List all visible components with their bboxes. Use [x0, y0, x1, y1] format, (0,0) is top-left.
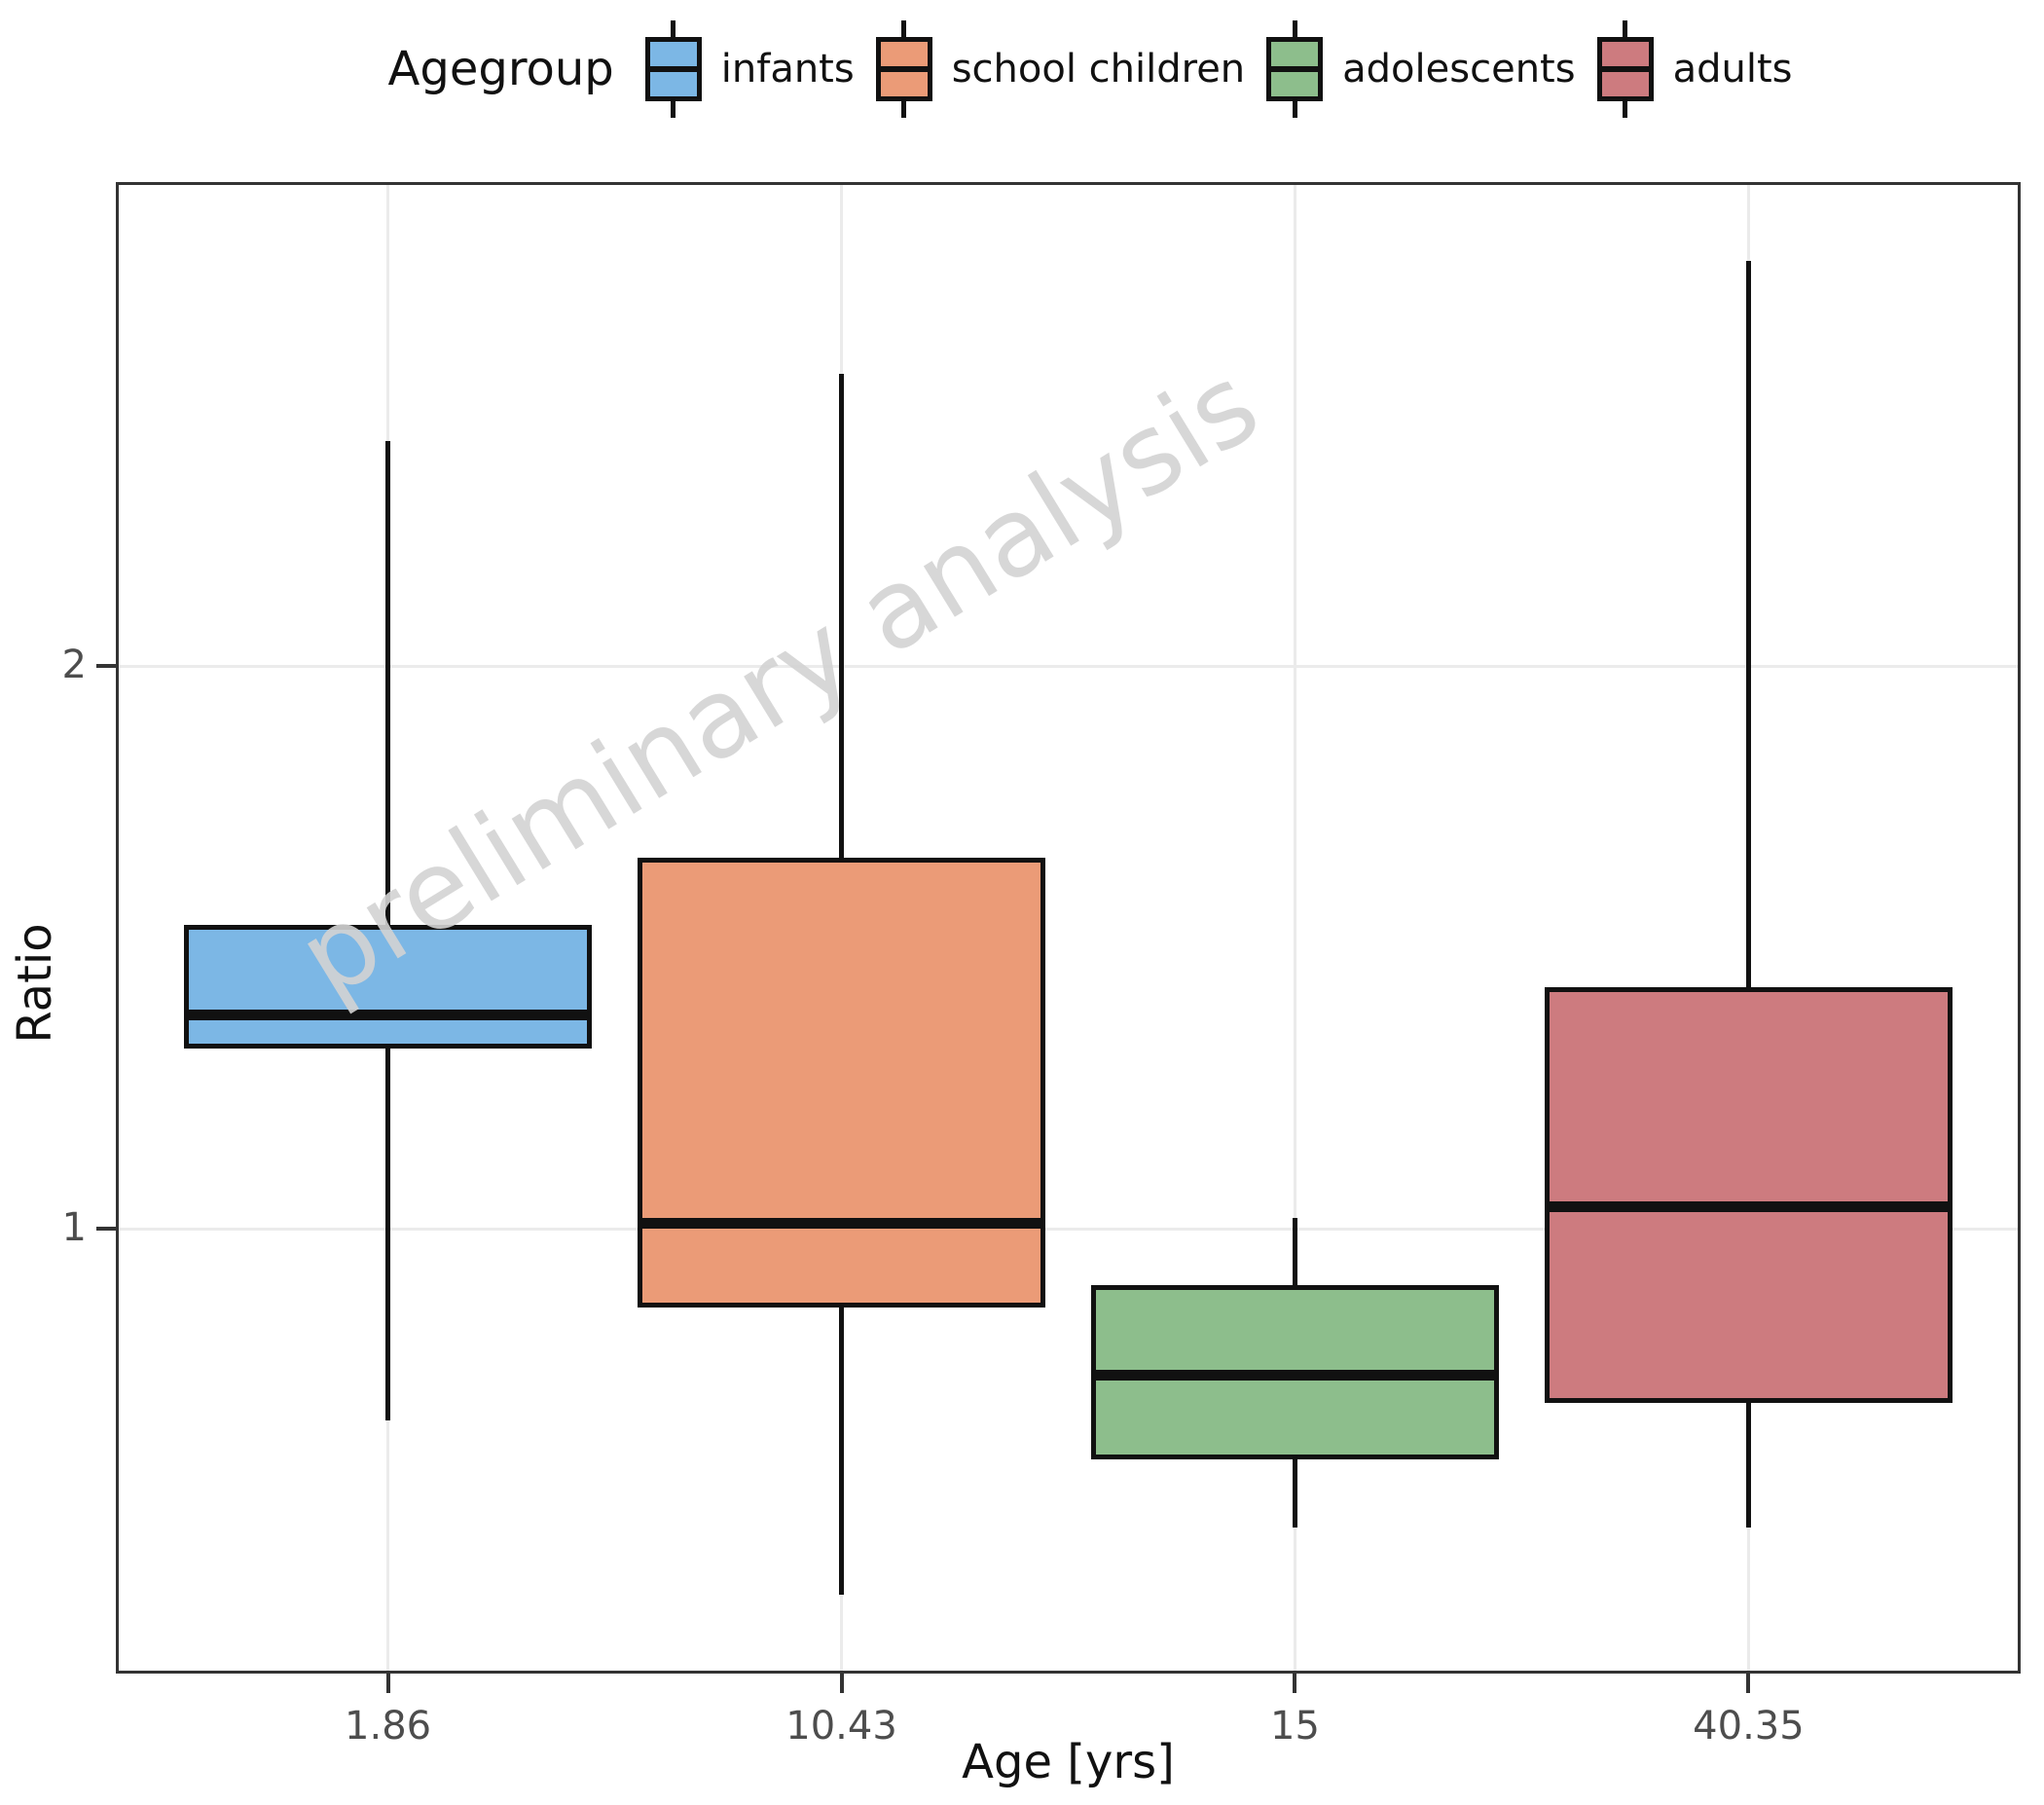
legend-key-boxplot-icon: [644, 20, 702, 118]
y-tick-label: 2: [61, 643, 87, 688]
x-gridline: [1293, 182, 1296, 1674]
boxplot-box: [1544, 986, 1953, 1404]
legend-key-boxplot-icon: [1266, 20, 1324, 118]
boxplot-median: [1544, 1200, 1953, 1212]
boxplot-median: [183, 1010, 593, 1021]
boxplot-median: [1090, 1370, 1500, 1381]
boxplot-median: [637, 1218, 1046, 1229]
legend-item-label: infants: [720, 47, 855, 92]
x-axis-title: Age [yrs]: [962, 1735, 1175, 1789]
x-tick-mark: [1293, 1674, 1297, 1693]
y-tick-mark: [96, 664, 116, 669]
legend-item-label: adults: [1672, 47, 1793, 92]
x-tick-label: 40.35: [1693, 1704, 1805, 1749]
y-axis-title: Ratio: [8, 923, 62, 1044]
boxplot-whisker: [1745, 260, 1751, 1528]
legend-item: school children: [875, 20, 1246, 118]
y-gridline: [116, 1227, 2021, 1231]
boxplot-box: [183, 925, 593, 1050]
legend-item-label: school children: [951, 47, 1246, 92]
legend-key-median: [644, 66, 702, 72]
y-tick-mark: [96, 1227, 116, 1232]
legend-key-boxplot-icon: [1596, 20, 1654, 118]
y-gridline: [116, 664, 2021, 668]
y-tick-label: 1: [61, 1205, 87, 1251]
legend-item-label: adolescents: [1342, 47, 1576, 92]
legend-key-boxplot-icon: [875, 20, 932, 118]
x-tick-label: 1.86: [345, 1704, 432, 1749]
legend-item: infants: [644, 20, 855, 118]
x-tick-mark: [839, 1674, 844, 1693]
x-tick-mark: [1746, 1674, 1751, 1693]
legend-title: Agegroup: [387, 42, 614, 96]
legend-item: adults: [1596, 20, 1793, 118]
legend-item: adolescents: [1266, 20, 1576, 118]
legend-key-median: [1266, 66, 1324, 72]
x-tick-label: 15: [1270, 1704, 1320, 1749]
x-tick-label: 10.43: [785, 1704, 897, 1749]
legend-key-median: [1596, 66, 1654, 72]
boxplot-box: [637, 857, 1046, 1308]
x-tick-mark: [385, 1674, 390, 1693]
legend: Agegroup infants school children adolescen…: [0, 16, 2044, 123]
legend-key-median: [875, 66, 932, 72]
plot-panel: [116, 182, 2021, 1674]
